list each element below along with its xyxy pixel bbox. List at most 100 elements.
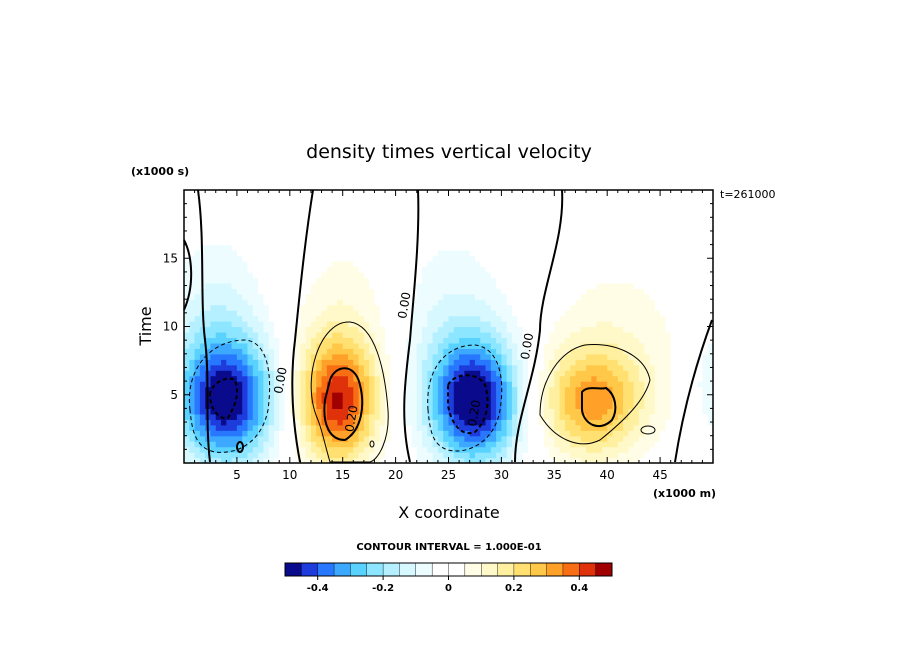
heatmap-cell [607,250,614,257]
heatmap-cell [205,315,212,322]
heatmap-cell [337,315,344,322]
heatmap-cell [596,250,603,257]
heatmap-cell [263,348,270,355]
heatmap-cell [575,430,582,437]
heatmap-cell [501,304,508,311]
heatmap-cell [474,435,481,442]
heatmap-cell [231,293,238,300]
heatmap-cell [707,348,714,355]
heatmap-cell [549,299,555,306]
heatmap-cell [300,353,307,360]
heatmap-cell [342,260,349,268]
heatmap-cell [400,200,407,207]
heatmap-cell [686,430,693,437]
heatmap-cell [199,386,206,393]
heatmap-cell [707,342,714,349]
heatmap-cell [665,441,672,448]
heatmap-cell [522,250,529,257]
heatmap-cell [379,266,386,273]
heatmap-cell [522,255,529,262]
heatmap-cell [226,370,233,377]
heatmap-cell [665,310,672,317]
heatmap-cell [591,260,598,268]
heatmap-cell [601,260,608,268]
heatmap-cell [543,441,550,448]
heatmap-cell [252,364,259,371]
heatmap-cell [649,397,656,404]
heatmap-cell [654,250,661,257]
heatmap-cell [670,446,677,453]
heatmap-cell [416,326,423,333]
heatmap-cell [321,381,328,388]
heatmap-cell [506,255,513,262]
heatmap-cell [607,337,614,344]
heatmap-cell [326,331,333,339]
heatmap-cell [496,381,502,388]
heatmap-cell [437,310,444,317]
heatmap-cell [400,337,407,344]
heatmap-cell [543,392,550,399]
heatmap-cell [194,271,201,278]
heatmap-cell [205,348,212,355]
heatmap-cell [670,413,677,420]
heatmap-cell [649,402,656,409]
heatmap-cell [654,364,661,371]
heatmap-cell [686,370,693,377]
heatmap-cell [485,239,492,246]
heatmap-cell [580,288,587,295]
heatmap-cell [654,260,661,268]
heatmap-cell [215,282,222,289]
heatmap-cell [273,310,280,317]
heatmap-cell [221,424,227,431]
heatmap-cell [686,353,693,360]
heatmap-cell [612,359,619,366]
heatmap-cell [411,222,418,229]
heatmap-cell [702,260,709,268]
heatmap-cell [665,206,672,213]
heatmap-cell [400,386,407,393]
heatmap-cell [522,304,529,311]
heatmap-cell [273,397,280,404]
heatmap-cell [284,370,291,377]
heatmap-cell [633,228,640,235]
heatmap-cell [448,408,455,415]
heatmap-cell [332,250,339,257]
heatmap-cell [464,217,471,224]
heatmap-cell [310,299,317,306]
heatmap-cell [437,430,444,437]
heatmap-cell [231,206,238,213]
heatmap-cell [385,370,391,377]
heatmap-cell [702,424,709,431]
heatmap-cell [353,364,360,371]
heatmap-cell [416,195,423,202]
heatmap-cell [480,364,487,371]
heatmap-cell [686,457,693,464]
heatmap-cell [617,222,624,229]
heatmap-cell [459,392,465,399]
heatmap-cell [184,348,190,355]
heatmap-cell [607,353,614,360]
heatmap-cell [554,310,561,317]
heatmap-cell [379,435,386,442]
heatmap-cell [517,364,524,371]
heatmap-cell [480,402,487,409]
heatmap-cell [390,288,397,295]
heatmap-cell [580,419,587,426]
heatmap-cell [554,386,561,393]
heatmap-cell [284,244,291,251]
heatmap-cell [575,419,582,426]
heatmap-cell [295,288,301,295]
heatmap-cell [496,413,502,420]
heatmap-cell [258,337,264,344]
heatmap-cell [617,282,624,289]
heatmap-cell [485,288,492,295]
heatmap-cell [242,222,249,229]
heatmap-cell [427,386,434,393]
heatmap-cell [660,452,666,459]
heatmap-cell [628,457,635,464]
heatmap-cell [395,200,402,207]
heatmap-cell [337,392,344,399]
heatmap-cell [670,337,677,344]
heatmap-cell [628,217,635,224]
heatmap-cell [305,402,312,409]
